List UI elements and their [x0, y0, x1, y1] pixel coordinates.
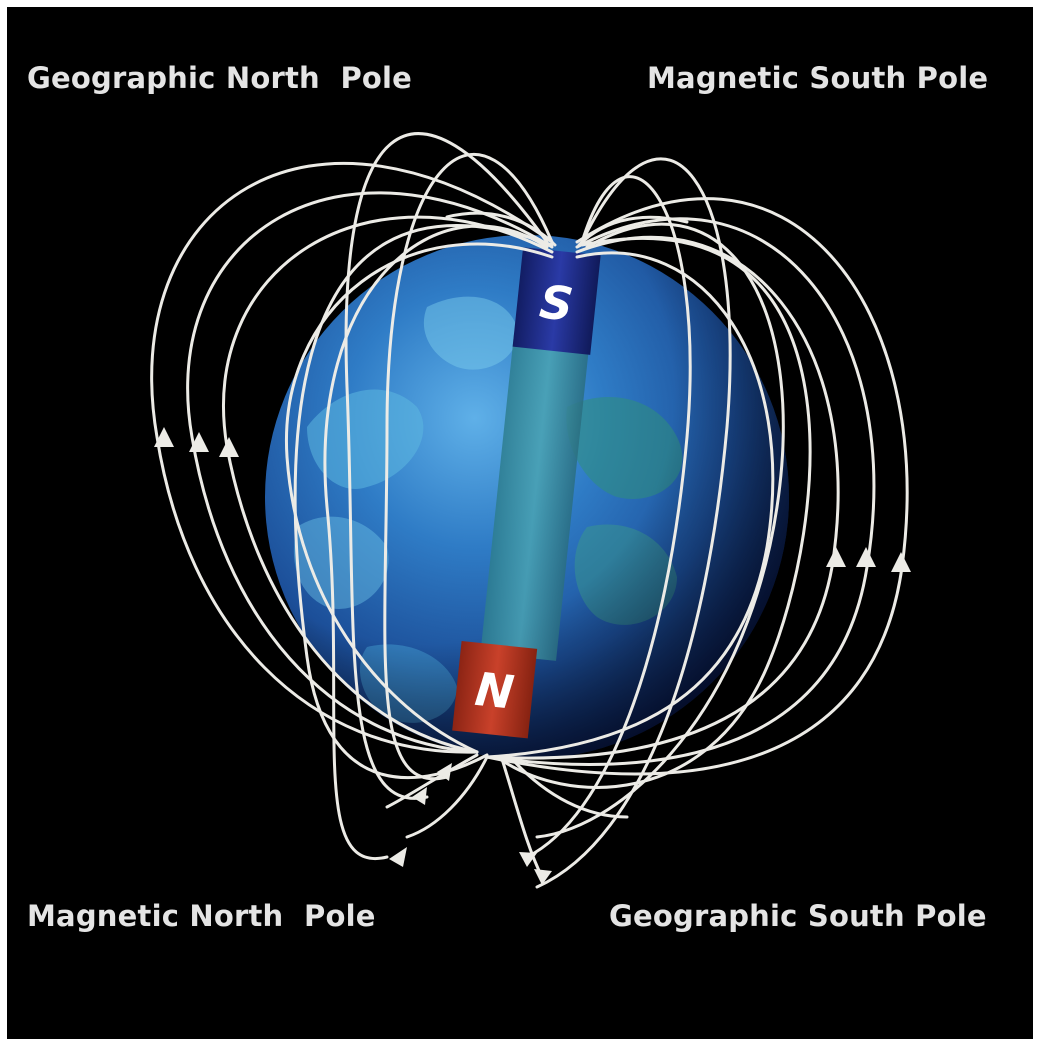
field-line — [535, 157, 732, 889]
field-line — [445, 211, 557, 247]
field-line — [577, 215, 689, 247]
earth-magnetic-field-diagram: S N — [150, 132, 911, 889]
field-line — [293, 224, 554, 780]
field-line — [510, 757, 629, 819]
arrow-up-icon — [219, 437, 239, 457]
arrow-down-left-icon — [412, 787, 427, 805]
field-line — [186, 191, 554, 754]
field-direction-arrows — [154, 427, 911, 885]
label-geographic-south-pole: Geographic South Pole — [609, 899, 987, 933]
field-line — [500, 757, 544, 879]
field-line — [385, 753, 479, 809]
south-pole-block — [512, 247, 601, 355]
north-pole-block — [452, 640, 538, 739]
label-magnetic-south-pole: Magnetic South Pole — [647, 61, 989, 95]
magnet-body — [480, 334, 590, 661]
arrow-down-left-icon — [389, 847, 407, 867]
field-line — [535, 222, 785, 839]
arrow-down-icon — [534, 869, 552, 885]
field-line — [495, 236, 812, 789]
bar-magnet: S N — [452, 247, 601, 739]
field-line — [383, 153, 554, 781]
field-line — [525, 175, 692, 859]
magnetic-field-lines — [150, 132, 909, 889]
arrow-up-icon — [826, 547, 846, 567]
field-line — [485, 197, 909, 776]
arrow-down-left-icon — [437, 763, 452, 781]
south-pole-letter: S — [537, 274, 576, 331]
arrow-down-icon — [519, 852, 537, 867]
diagram-frame: S N — [7, 7, 1033, 1039]
arrow-up-icon — [154, 427, 174, 447]
field-line — [405, 755, 489, 839]
field-line — [344, 132, 549, 800]
arrow-up-icon — [856, 547, 876, 567]
arrow-up-icon — [189, 432, 209, 452]
label-geographic-north-pole: Geographic North Pole — [27, 61, 413, 95]
north-pole-letter: N — [473, 662, 517, 720]
arrow-up-icon — [891, 552, 911, 572]
label-magnetic-north-pole: Magnetic North Pole — [27, 899, 376, 933]
field-line — [323, 224, 549, 861]
